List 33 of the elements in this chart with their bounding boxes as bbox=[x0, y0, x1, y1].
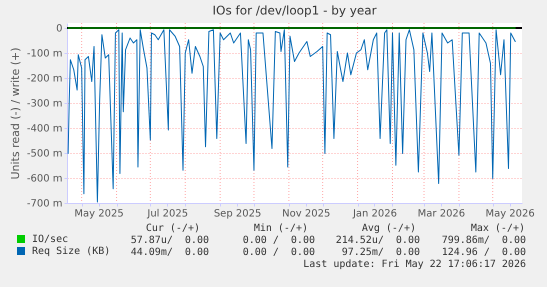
text: 214.52u/ 0.00 bbox=[336, 235, 420, 246]
text: 57.87u/ 0.00 bbox=[130, 235, 209, 246]
x-tick-label: Mar 2026 bbox=[418, 208, 466, 220]
text: 97.25m/ 0.00 bbox=[342, 247, 420, 258]
x-tick-label: Jan 2026 bbox=[352, 208, 397, 220]
legend-label: Req Size (KB) bbox=[32, 246, 110, 257]
text: 0.00 / 0.00 bbox=[242, 247, 315, 258]
y-tick-label: -500 m bbox=[26, 148, 62, 160]
text: 124.96 / 0.00 bbox=[442, 247, 526, 258]
y-tick-label: 0 bbox=[56, 24, 62, 34]
x-tick-label: Jul 2025 bbox=[146, 208, 188, 220]
text: 799.86m/ 0.00 bbox=[442, 235, 526, 246]
x-tick-label: May 2026 bbox=[485, 208, 535, 220]
x-tick-label: Nov 2025 bbox=[282, 208, 330, 220]
chart-title: IOs for /dev/loop1 - by year bbox=[212, 4, 377, 18]
x-tick-label: Sep 2025 bbox=[214, 208, 262, 220]
y-tick-label: -200 m bbox=[26, 74, 62, 84]
text: 44.09m/ 0.00 bbox=[130, 247, 209, 258]
text: Avg (-/+) bbox=[362, 223, 416, 234]
y-tick-label: -400 m bbox=[26, 124, 62, 134]
y-tick-label: -600 m bbox=[26, 174, 62, 184]
x-tick-label: May 2025 bbox=[74, 208, 124, 220]
y-tick-label: -700 m bbox=[26, 198, 62, 210]
line-series bbox=[68, 29, 516, 202]
y-tick-label: -100 m bbox=[26, 48, 62, 60]
y-axis-title: Units read (-) / write (+) bbox=[8, 47, 22, 180]
text: Last update: Fri May 22 17:06:17 2026 bbox=[303, 259, 526, 270]
text: Cur (-/+) bbox=[146, 223, 200, 234]
text: Min (-/+) bbox=[254, 223, 308, 234]
text: Max (-/+) bbox=[470, 223, 525, 234]
legend-label: IO/sec bbox=[32, 234, 68, 245]
y-tick-label: -300 m bbox=[26, 98, 62, 110]
text: 0.00 / 0.00 bbox=[242, 235, 315, 246]
